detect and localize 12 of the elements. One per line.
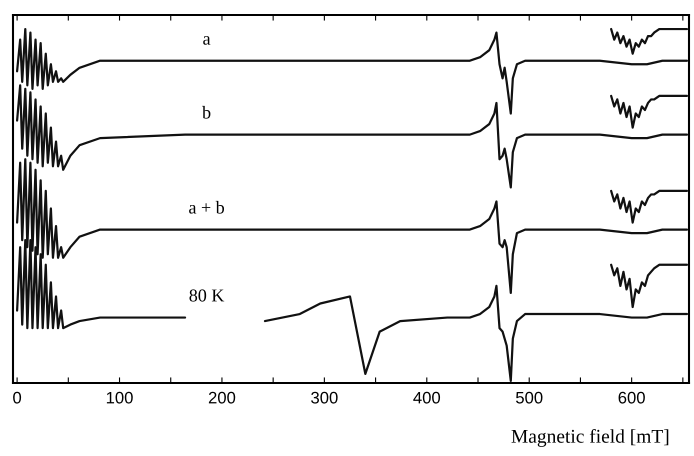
x-axis-title: Magnetic field [mT] bbox=[512, 428, 668, 447]
x-tick-label: 100 bbox=[106, 392, 133, 404]
x-tick-label: 500 bbox=[516, 392, 542, 404]
x-tick-label: 600 bbox=[618, 392, 645, 404]
series-label: a + b bbox=[189, 200, 224, 214]
x-tick-label: 200 bbox=[208, 392, 236, 404]
series-label: 80 K bbox=[189, 289, 224, 302]
series-label: a bbox=[203, 36, 210, 45]
x-tick-label: 400 bbox=[413, 392, 440, 404]
x-tick-label: 300 bbox=[311, 392, 338, 404]
x-tick-label: 0 bbox=[13, 392, 22, 404]
series-label: b bbox=[202, 106, 210, 119]
